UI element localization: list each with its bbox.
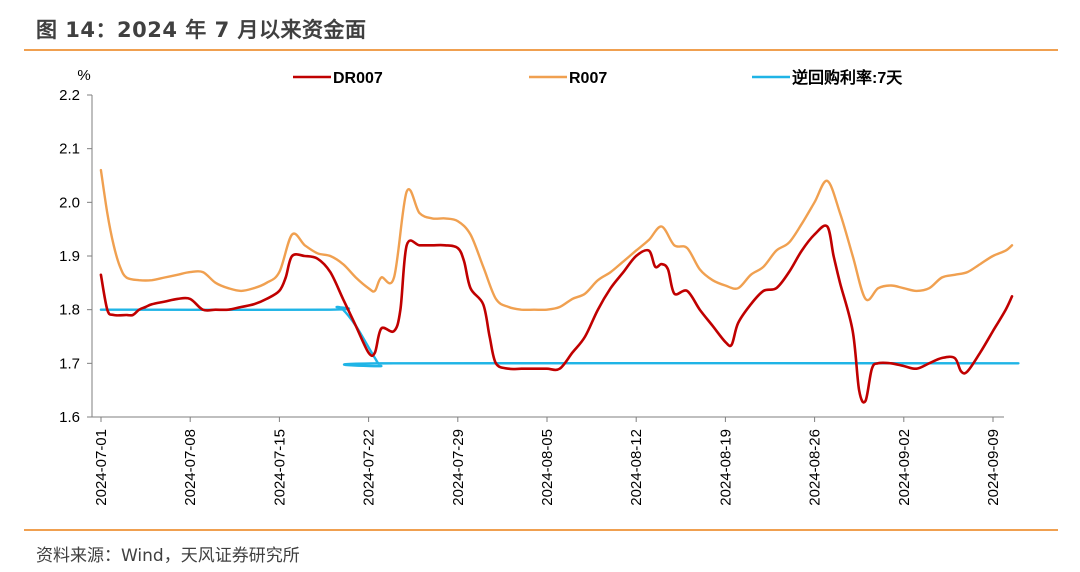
x-tick-label: 2024-07-15 bbox=[271, 429, 288, 506]
x-tick-label: 2024-08-12 bbox=[628, 429, 645, 506]
series-line-1 bbox=[99, 168, 1014, 312]
chart-legend: DR007 R007 逆回购利率:7天 bbox=[293, 68, 903, 87]
series-line-0 bbox=[99, 224, 1014, 404]
x-tick-label: 2024-09-02 bbox=[896, 429, 913, 506]
y-tick-label: 2.2 bbox=[59, 87, 80, 104]
legend-label-2: 逆回购利率:7天 bbox=[792, 68, 903, 87]
y-tick-label: 1.8 bbox=[59, 302, 80, 319]
x-tick-label: 2024-07-22 bbox=[361, 429, 378, 506]
y-axis-unit: % bbox=[77, 67, 90, 84]
bottom-divider bbox=[24, 529, 1058, 531]
y-tick-label: 2.1 bbox=[59, 141, 80, 158]
y-tick-label: 1.9 bbox=[59, 248, 80, 265]
y-tick-label: 1.7 bbox=[59, 355, 80, 372]
chart-axes: 1.6 1.7 1.8 1.9 2.0 2.1 2.2% 2024-07-01 2024-07-… bbox=[59, 67, 1004, 506]
y-tick-label: 2.0 bbox=[59, 194, 80, 211]
y-tick-label: 1.6 bbox=[59, 409, 80, 426]
chart-series bbox=[99, 168, 1020, 404]
legend-label-1: R007 bbox=[569, 70, 607, 87]
x-tick-label: 2024-08-19 bbox=[717, 429, 734, 506]
x-tick-label: 2024-08-05 bbox=[539, 429, 556, 506]
x-tick-label: 2024-09-09 bbox=[985, 429, 1002, 506]
source-note: 资料来源：Wind，天风证券研究所 bbox=[36, 546, 300, 566]
top-divider bbox=[24, 49, 1058, 51]
x-tick-label: 2024-07-08 bbox=[182, 429, 199, 506]
legend-label-0: DR007 bbox=[333, 70, 383, 87]
x-tick-label: 2024-08-26 bbox=[807, 429, 824, 506]
series-line-2 bbox=[99, 305, 1020, 368]
x-tick-label: 2024-07-29 bbox=[450, 429, 467, 506]
figure-title: 图 14：2024 年 7 月以来资金面 bbox=[36, 18, 367, 42]
x-tick-label: 2024-07-01 bbox=[93, 429, 110, 506]
